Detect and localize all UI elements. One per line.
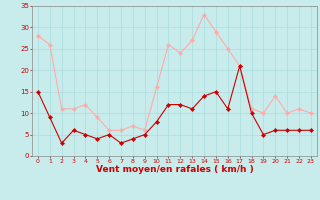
X-axis label: Vent moyen/en rafales ( km/h ): Vent moyen/en rafales ( km/h ) [96, 165, 253, 174]
